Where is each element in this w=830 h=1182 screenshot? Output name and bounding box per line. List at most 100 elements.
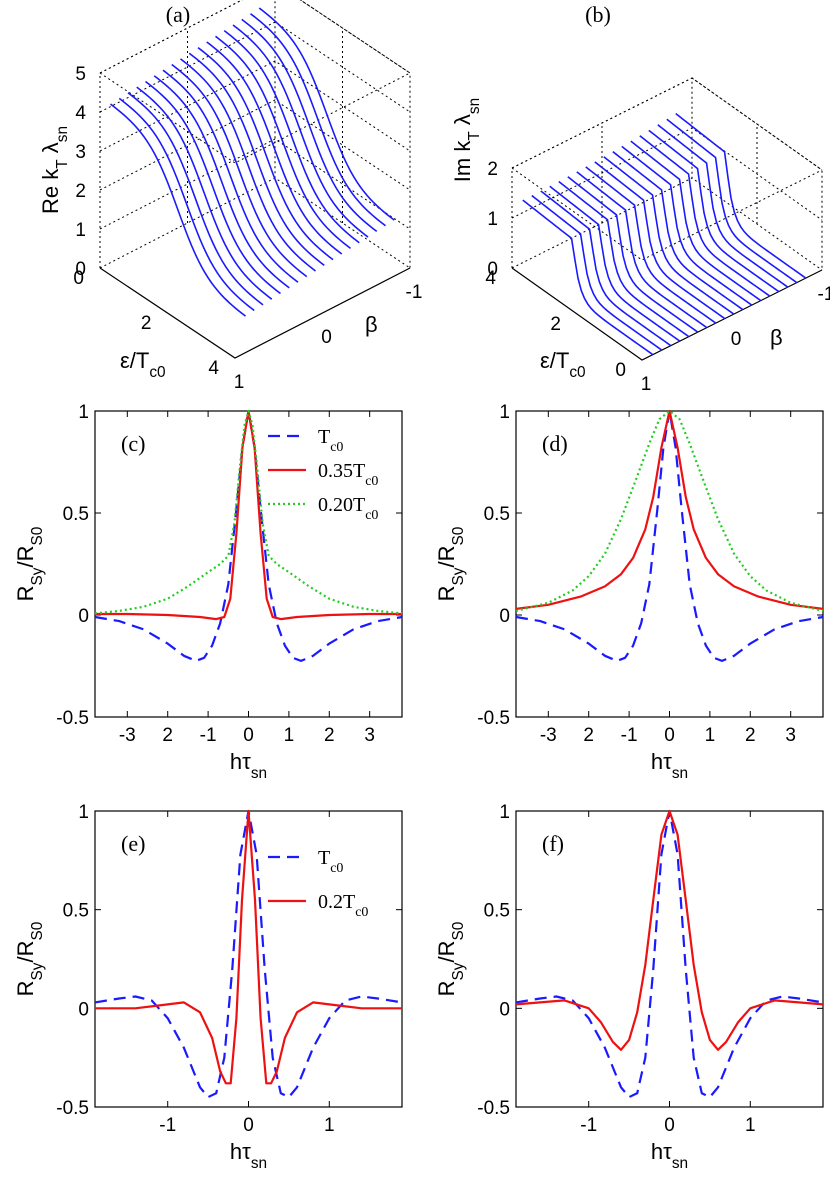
series-line-1 <box>95 809 402 1085</box>
y-tick-label: 1 <box>499 802 510 823</box>
legend-label: 0.20Tc0 <box>318 494 378 523</box>
y-tick-label: 0.5 <box>63 504 89 525</box>
x-tick-label: -3 <box>119 725 136 746</box>
x-axis-label: hτsn <box>651 1139 688 1172</box>
z-gridline <box>99 138 411 230</box>
panel-label: (a) <box>166 2 190 27</box>
surface-curve <box>215 35 351 249</box>
eps-tick-label: 0 <box>73 268 84 289</box>
panel-c-line-chart: -3 2 -1 0 1 2 3 -0.5 0 0.5 1 (c) Tc0 0.35Tc0 0.20Tc0 hτ… <box>13 402 403 782</box>
z-axis-label: Re kT λsn <box>38 126 71 214</box>
surface-curve <box>549 185 681 342</box>
x-tick-label: 0 <box>664 725 675 746</box>
back-wall <box>99 0 276 268</box>
beta-tick-label: 0 <box>731 329 742 350</box>
x-tick-label: 0 <box>243 725 254 746</box>
x-tick-label: 1 <box>284 725 295 746</box>
surface-curve <box>639 135 771 297</box>
z-tick-label: 0 <box>75 259 86 280</box>
surface-curve <box>162 69 299 283</box>
panel-d-line-chart: -3 2 -1 0 1 2 3 -0.5 0 0.5 1 (d) hτsn RSy/RS0 <box>434 402 824 782</box>
surface-curve <box>666 118 798 284</box>
surface-curve <box>180 58 316 272</box>
beta-axis-label: β <box>770 325 783 350</box>
series-line-1 <box>515 409 824 610</box>
series-line-0 <box>94 409 403 662</box>
surface-curve <box>558 180 690 338</box>
eps-tick-label: 4 <box>208 358 219 379</box>
beta-tick-label: 1 <box>234 372 245 393</box>
eps-tick-label: 2 <box>141 313 152 334</box>
eps-axis-label: ε/Tc0 <box>120 348 166 381</box>
side-wall <box>691 77 823 270</box>
x-axis-label: hτsn <box>230 1139 267 1172</box>
y-tick-label: -0.5 <box>56 708 89 729</box>
floor-axis <box>511 267 823 361</box>
x-tick-label: -1 <box>200 725 217 746</box>
y-tick-label: 0 <box>499 999 510 1020</box>
x-tick-label: 0 <box>243 1115 254 1136</box>
x-tick-label: 3 <box>785 725 796 746</box>
surface-curve <box>118 97 255 312</box>
surface-curve <box>522 199 654 356</box>
x-tick-label: 1 <box>324 1115 335 1136</box>
z-gridline <box>511 77 823 171</box>
x-tick-label: -1 <box>621 725 638 746</box>
top-edge <box>99 72 411 164</box>
surface-curve <box>188 52 325 266</box>
y-tick-label: 0.5 <box>63 901 89 922</box>
legend-label: Tc0 <box>318 847 343 876</box>
z-gridline <box>99 0 411 74</box>
series-line-1 <box>515 809 824 1051</box>
y-tick-label: 0 <box>78 606 89 627</box>
surface-curve <box>232 24 369 238</box>
surface-curve <box>648 129 780 293</box>
z-gridline <box>99 99 411 191</box>
y-tick-label: 1 <box>78 402 89 423</box>
z-gridline <box>511 127 823 221</box>
x-tick-label: 1 <box>705 725 716 746</box>
z-gridline <box>99 60 411 152</box>
eps-tick-label: 4 <box>485 268 496 289</box>
beta-axis-label: β <box>365 312 378 337</box>
legend-label: 0.35Tc0 <box>318 460 378 489</box>
panel-label: (c) <box>121 431 145 456</box>
eps-tick-label: 2 <box>550 314 561 335</box>
z-tick-label: 0 <box>487 259 498 280</box>
y-axis-label: RSy/RS0 <box>434 527 467 602</box>
series-line-2 <box>94 409 403 615</box>
surface-curve <box>206 41 343 255</box>
panel-f-line-chart: -1 0 1 -0.5 0 0.5 1 (f) hτsn RSy/RS0 <box>434 802 824 1172</box>
y-tick-label: -0.5 <box>477 1098 510 1119</box>
beta-tick-label: 1 <box>641 374 652 395</box>
x-tick-label: -3 <box>540 725 557 746</box>
plot-frame <box>515 410 824 718</box>
surface-curve <box>567 176 699 333</box>
surface-curve <box>675 112 807 279</box>
panel-label: (d) <box>542 431 568 456</box>
z-tick-label: 2 <box>487 159 498 180</box>
z-tick-label: 1 <box>75 220 86 241</box>
y-tick-label: 1 <box>499 402 510 423</box>
x-tick-label: 2 <box>583 725 594 746</box>
y-axis-label: RSy/RS0 <box>434 922 467 997</box>
surface-curve <box>603 156 735 315</box>
beta-tick-label: -1 <box>406 282 423 303</box>
panel-label: (f) <box>542 831 564 856</box>
surface-curve <box>576 171 708 329</box>
z-tick-label: 4 <box>75 103 86 124</box>
surface-curve <box>171 63 308 278</box>
surface-curve <box>531 194 663 351</box>
legend-label: Tc0 <box>318 426 343 455</box>
y-tick-label: -0.5 <box>56 1098 89 1119</box>
x-tick-label: 1 <box>745 1115 756 1136</box>
x-axis-label: hτsn <box>230 749 267 782</box>
surface-curve <box>585 166 717 324</box>
series-line-0 <box>515 409 824 662</box>
z-tick-label: 2 <box>75 181 86 202</box>
surface-curve <box>241 18 378 233</box>
x-tick-label: 2 <box>162 725 173 746</box>
legend-label: 0.2Tc0 <box>318 891 368 920</box>
